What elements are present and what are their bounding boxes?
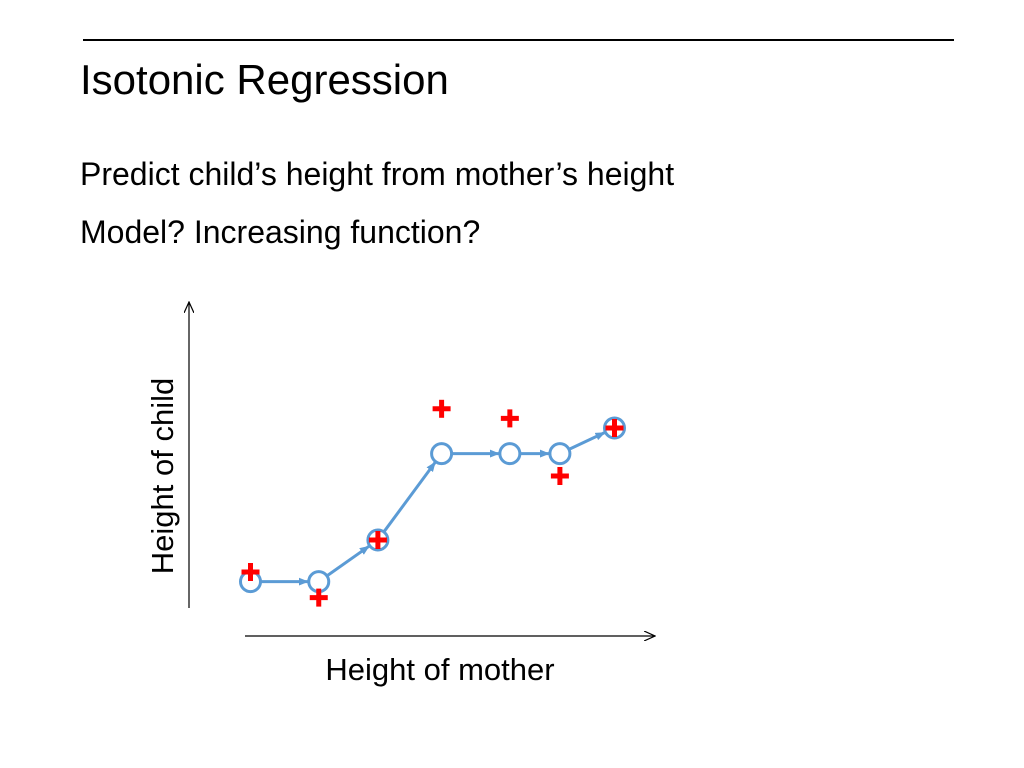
fitted-point <box>548 442 572 466</box>
x-axis-label: Height of mother <box>325 652 554 687</box>
observed-point <box>500 409 519 428</box>
y-axis-label: Height of child <box>145 378 180 574</box>
observed-series <box>241 399 624 607</box>
body-line-model: Model? Increasing function? <box>80 214 481 250</box>
observed-point <box>368 531 387 549</box>
fit-segment <box>568 431 606 451</box>
observed-point <box>550 467 569 485</box>
fitted-point <box>430 442 454 466</box>
title-rule <box>83 39 954 41</box>
observed-point <box>432 399 451 418</box>
fitted-series <box>239 416 626 594</box>
fitted-point <box>498 442 522 466</box>
observed-point <box>309 588 328 607</box>
slide-title: Isotonic Regression <box>80 56 449 103</box>
body-line-predict: Predict child’s height from mother’s hei… <box>80 156 675 192</box>
fit-segment <box>326 545 370 578</box>
observed-point <box>605 419 624 437</box>
fit-segment <box>382 461 437 533</box>
observed-point <box>241 563 260 581</box>
